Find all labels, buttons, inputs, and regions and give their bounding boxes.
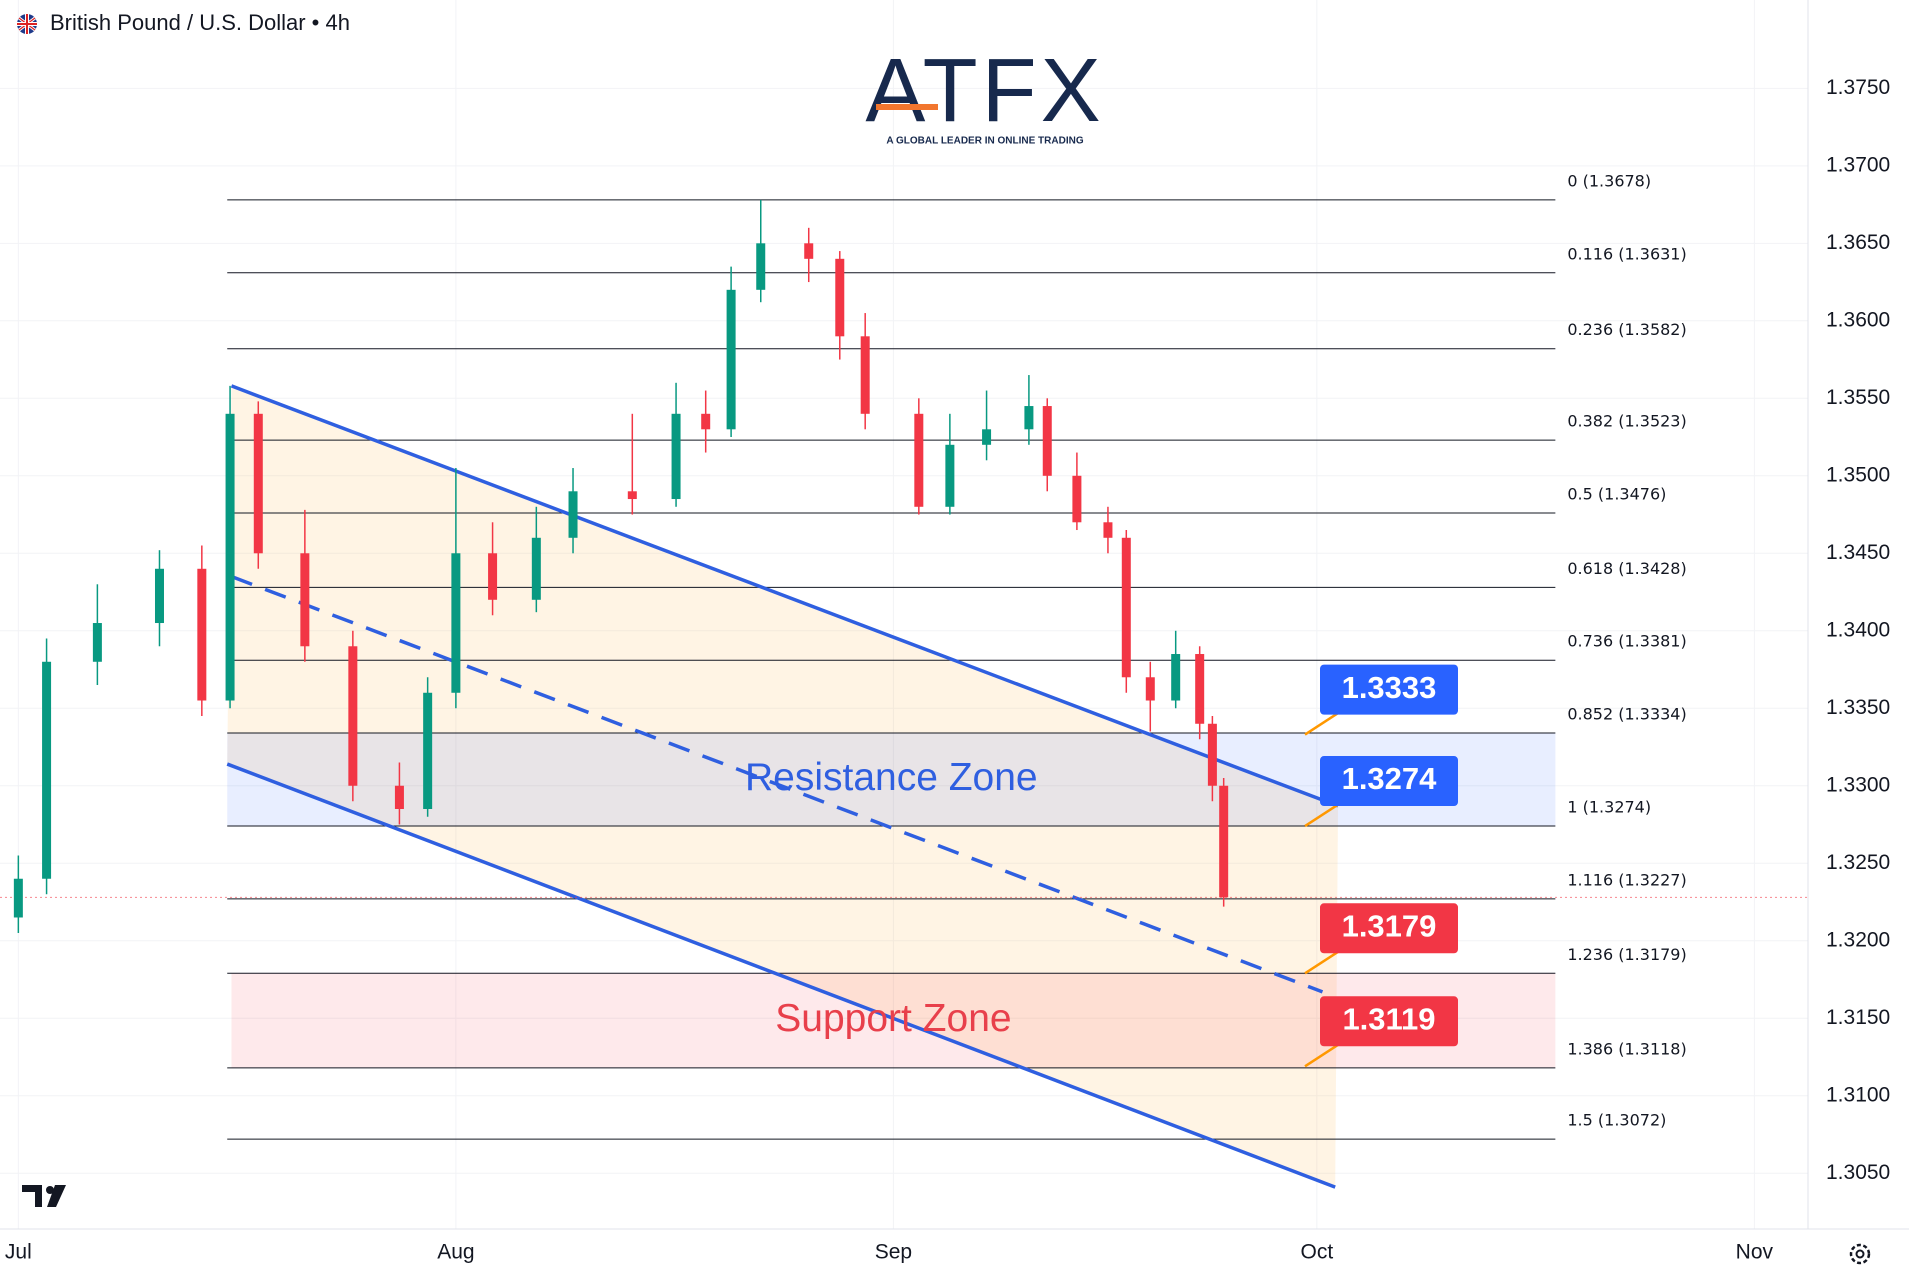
fib-label: 0.618 (1.3428) <box>1567 559 1686 578</box>
chart-title: British Pound / U.S. Dollar • 4h <box>50 10 350 35</box>
x-tick-label: Oct <box>1300 1241 1333 1264</box>
y-tick-label: 1.3500 <box>1826 463 1890 486</box>
zone-label: Resistance Zone <box>745 756 1038 799</box>
x-tick-label: Sep <box>875 1241 912 1264</box>
y-tick-label: 1.3350 <box>1826 696 1890 719</box>
candle-body <box>253 413 263 554</box>
price-label-box <box>1320 996 1458 1047</box>
y-tick-label: 1.3550 <box>1826 386 1890 409</box>
y-tick-label: 1.3600 <box>1826 308 1890 331</box>
price-label: 1.3179 <box>1342 908 1437 943</box>
settings-icon[interactable] <box>1849 1243 1871 1265</box>
y-tick-label: 1.3300 <box>1826 773 1890 796</box>
candle-body <box>860 336 870 414</box>
candle-body <box>982 429 992 445</box>
price-label: 1.3274 <box>1342 761 1438 796</box>
candle-body <box>1195 654 1205 724</box>
candle-body <box>627 491 637 500</box>
symbol-flag <box>17 14 37 34</box>
price-label: 1.3333 <box>1342 670 1437 705</box>
price-label-box <box>1320 756 1458 807</box>
price-label: 1.3119 <box>1342 1001 1435 1036</box>
candle-body <box>1072 475 1082 523</box>
zone-label: Support Zone <box>775 997 1011 1040</box>
y-tick-label: 1.3200 <box>1826 928 1890 951</box>
candle-body <box>1207 723 1217 786</box>
y-tick-label: 1.3050 <box>1826 1161 1890 1184</box>
candle-body <box>1171 654 1181 701</box>
x-tick-label: Jul <box>5 1241 32 1264</box>
fib-label: 0 (1.3678) <box>1567 171 1651 190</box>
y-tick-label: 1.3100 <box>1826 1083 1890 1106</box>
candle-body <box>488 553 498 600</box>
channel-line <box>230 574 1324 994</box>
candle-body <box>945 444 955 507</box>
candle-body <box>1103 522 1113 538</box>
fib-label: 1.5 (1.3072) <box>1567 1111 1666 1130</box>
candle-body <box>1121 537 1131 678</box>
candle-body <box>701 413 711 430</box>
candle-body <box>451 553 461 693</box>
candle-body <box>531 537 541 600</box>
candle-body <box>197 568 207 701</box>
candle-body <box>154 568 164 624</box>
y-tick-label: 1.3750 <box>1826 76 1890 99</box>
candle-body <box>42 661 52 879</box>
candle-body <box>1219 785 1229 898</box>
y-tick-label: 1.3650 <box>1826 231 1890 254</box>
x-tick-label: Aug <box>437 1241 474 1264</box>
channel-line <box>226 762 1336 1189</box>
tradingview-logo <box>22 1185 66 1207</box>
fib-label: 1.116 (1.3227) <box>1567 870 1686 889</box>
logo: ATFX <box>865 41 1104 141</box>
logo-accent <box>876 104 938 110</box>
y-tick-label: 1.3450 <box>1826 541 1890 564</box>
candle-body <box>300 553 310 647</box>
fib-label: 0.852 (1.3334) <box>1567 705 1686 724</box>
candle-body <box>804 243 814 259</box>
logo-tagline: A GLOBAL LEADER IN ONLINE TRADING <box>886 136 1083 147</box>
fib-label: 1.386 (1.3118) <box>1567 1039 1686 1058</box>
fib-label: 0.236 (1.3582) <box>1567 320 1686 339</box>
fib-label: 0.5 (1.3476) <box>1567 484 1666 503</box>
fib-label: 0.736 (1.3381) <box>1567 632 1686 651</box>
y-tick-label: 1.3150 <box>1826 1006 1890 1029</box>
candle-body <box>1024 406 1034 430</box>
candle-body <box>225 413 235 701</box>
candle-body <box>423 692 433 810</box>
candle-body <box>835 258 845 337</box>
price-label-box <box>1320 664 1458 715</box>
candle-body <box>756 243 766 290</box>
candle-body <box>1145 677 1155 701</box>
candle-body <box>92 623 102 662</box>
y-tick-label: 1.3400 <box>1826 618 1890 641</box>
candle-body <box>726 289 736 430</box>
candle-body <box>13 878 23 918</box>
fib-label: 1 (1.3274) <box>1567 798 1651 817</box>
price-label-box <box>1320 903 1458 954</box>
fib-label: 1.236 (1.3179) <box>1567 945 1686 964</box>
channel-line <box>230 384 1339 808</box>
x-tick-label: Nov <box>1736 1241 1774 1264</box>
candle-body <box>914 413 924 507</box>
plot: 0 (1.3678) 0.116 (1.3631) 0.236 (1.3582) 0.… <box>0 0 1808 1229</box>
y-tick-label: 1.3250 <box>1826 851 1890 874</box>
candle-body <box>394 785 404 810</box>
candle-body <box>568 491 578 538</box>
y-tick-label: 1.3700 <box>1826 153 1890 176</box>
candle-body <box>1042 406 1052 476</box>
fib-label: 0.116 (1.3631) <box>1567 244 1686 263</box>
candle-body <box>348 646 358 786</box>
candle-body <box>671 413 681 500</box>
fib-label: 0.382 (1.3523) <box>1567 412 1686 431</box>
